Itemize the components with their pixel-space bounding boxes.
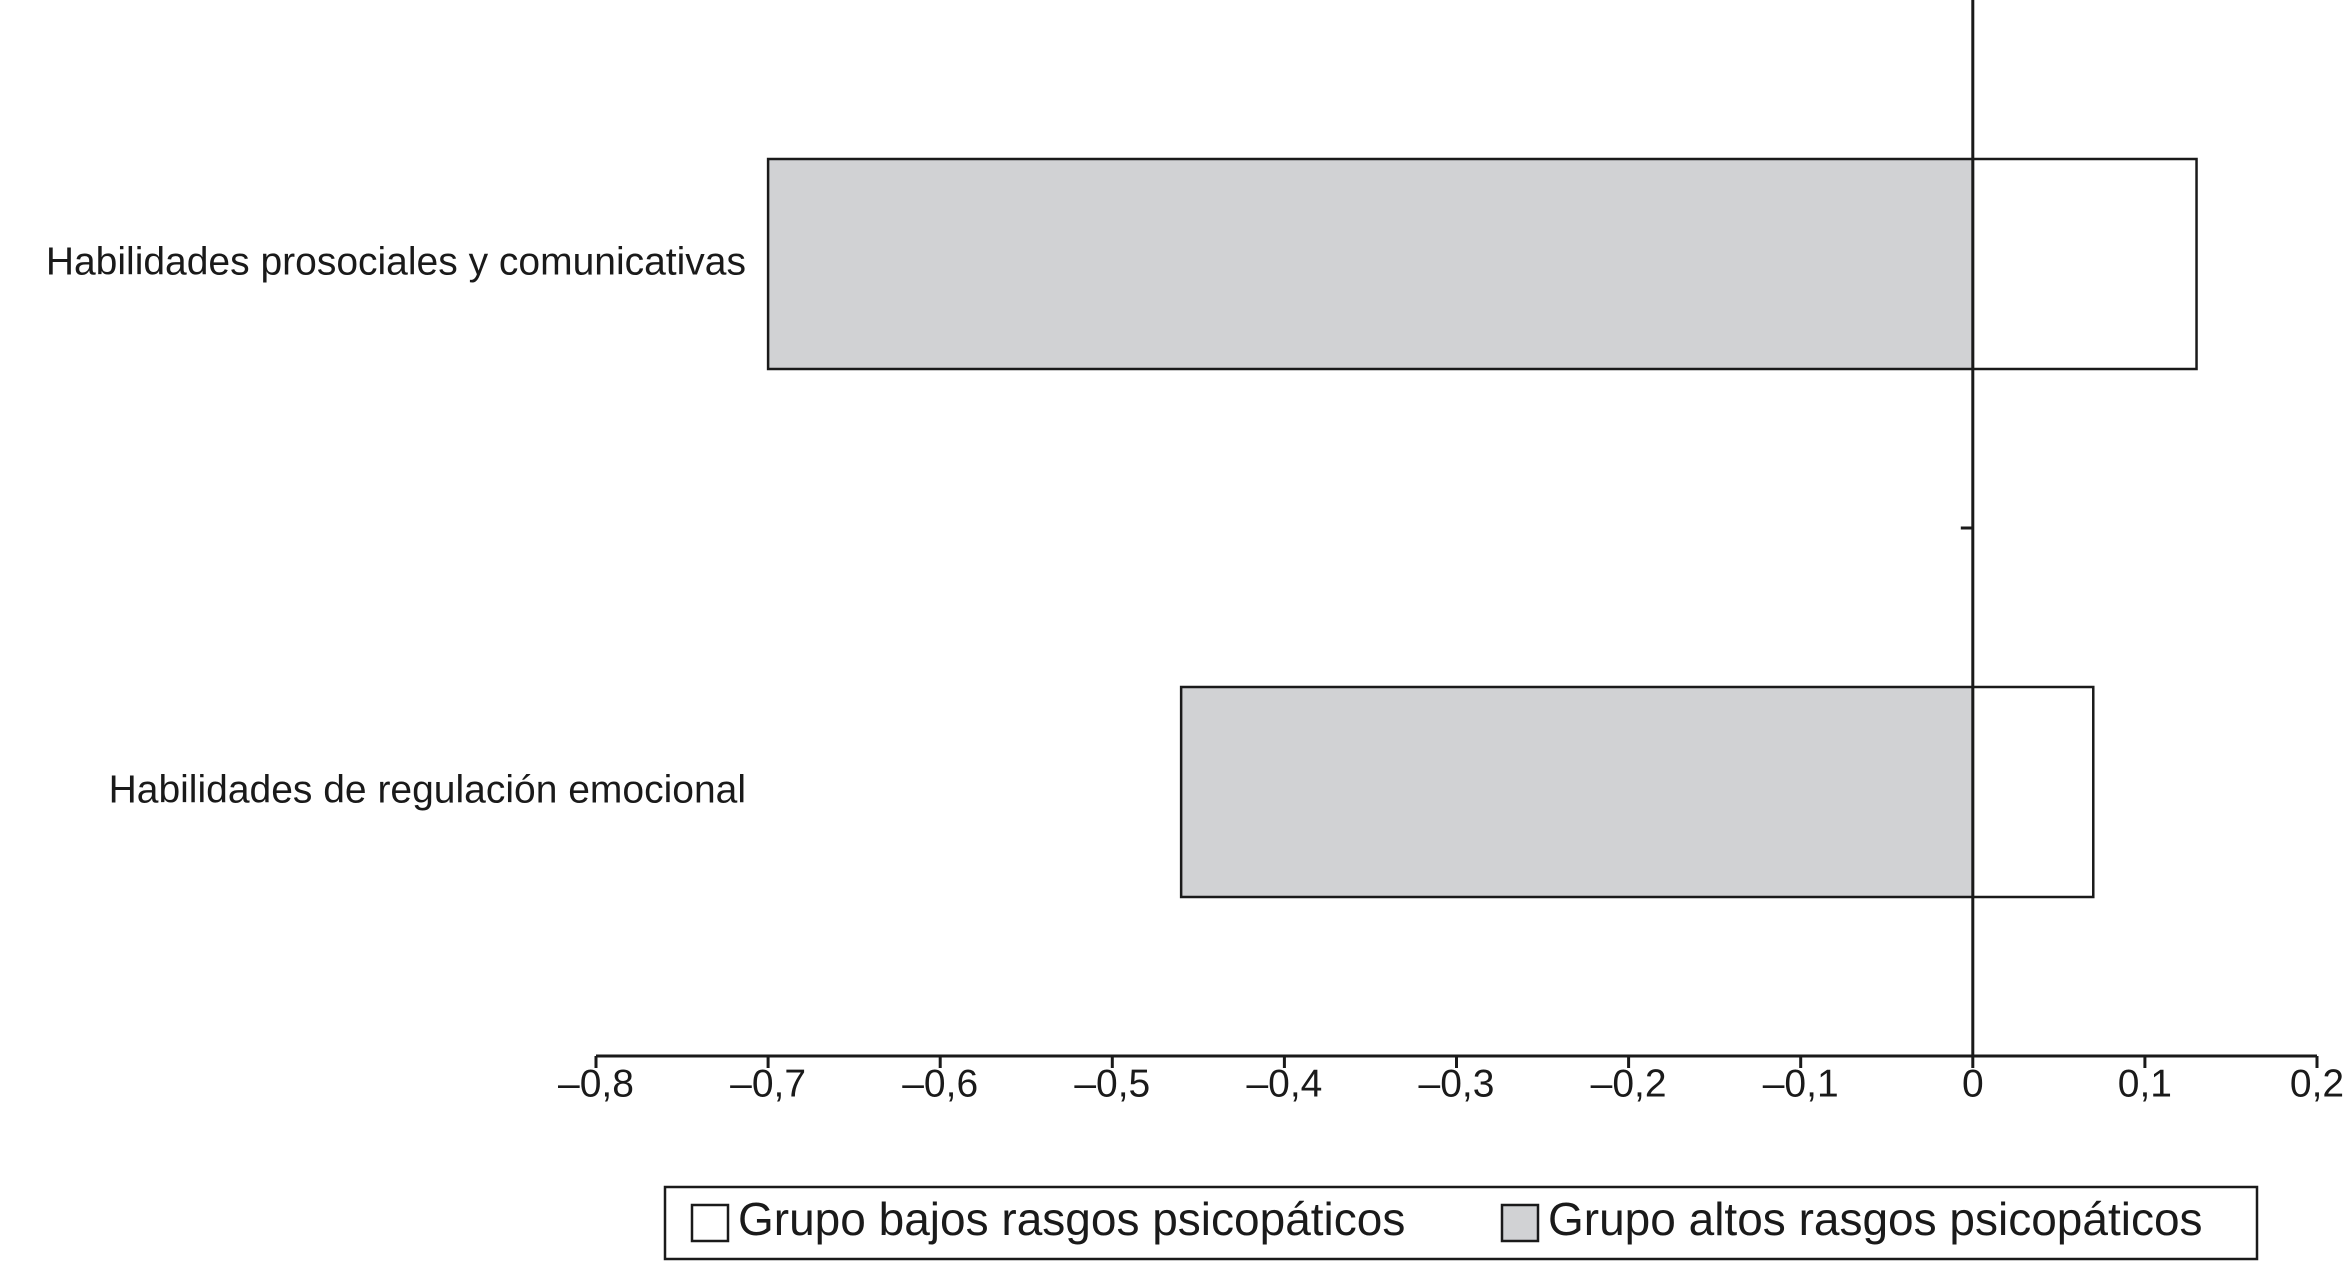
legend-label: Grupo altos rasgos psicopáticos	[1548, 1193, 2203, 1245]
legend-box	[663, 1185, 2259, 1261]
x-tick-label: –0,2	[1591, 1062, 1667, 1105]
x-tick-label: 0,2	[2290, 1062, 2344, 1105]
x-tick-label: –0,7	[730, 1062, 806, 1105]
y-tick-label: Habilidades de regulación emocional	[109, 768, 746, 811]
x-tick-label: –0,5	[1074, 1062, 1150, 1105]
bar	[1179, 685, 1975, 899]
bar	[1971, 685, 2095, 899]
legend-marker	[690, 1203, 730, 1243]
legend-label: Grupo bajos rasgos psicopáticos	[738, 1193, 1405, 1245]
x-tick-label: 0,1	[2118, 1062, 2172, 1105]
x-tick-label: –0,1	[1763, 1062, 1839, 1105]
legend-marker	[1500, 1203, 1540, 1243]
x-tick-label: –0,8	[558, 1062, 634, 1105]
bar	[766, 157, 1975, 371]
x-tick-label: –0,3	[1419, 1062, 1495, 1105]
y-tick-label: Habilidades prosociales y comunicativas	[46, 240, 746, 283]
x-tick-label: 0	[1962, 1062, 1984, 1105]
x-tick-label: –0,6	[902, 1062, 978, 1105]
x-tick-label: –0,4	[1246, 1062, 1322, 1105]
bar	[1971, 157, 2198, 371]
